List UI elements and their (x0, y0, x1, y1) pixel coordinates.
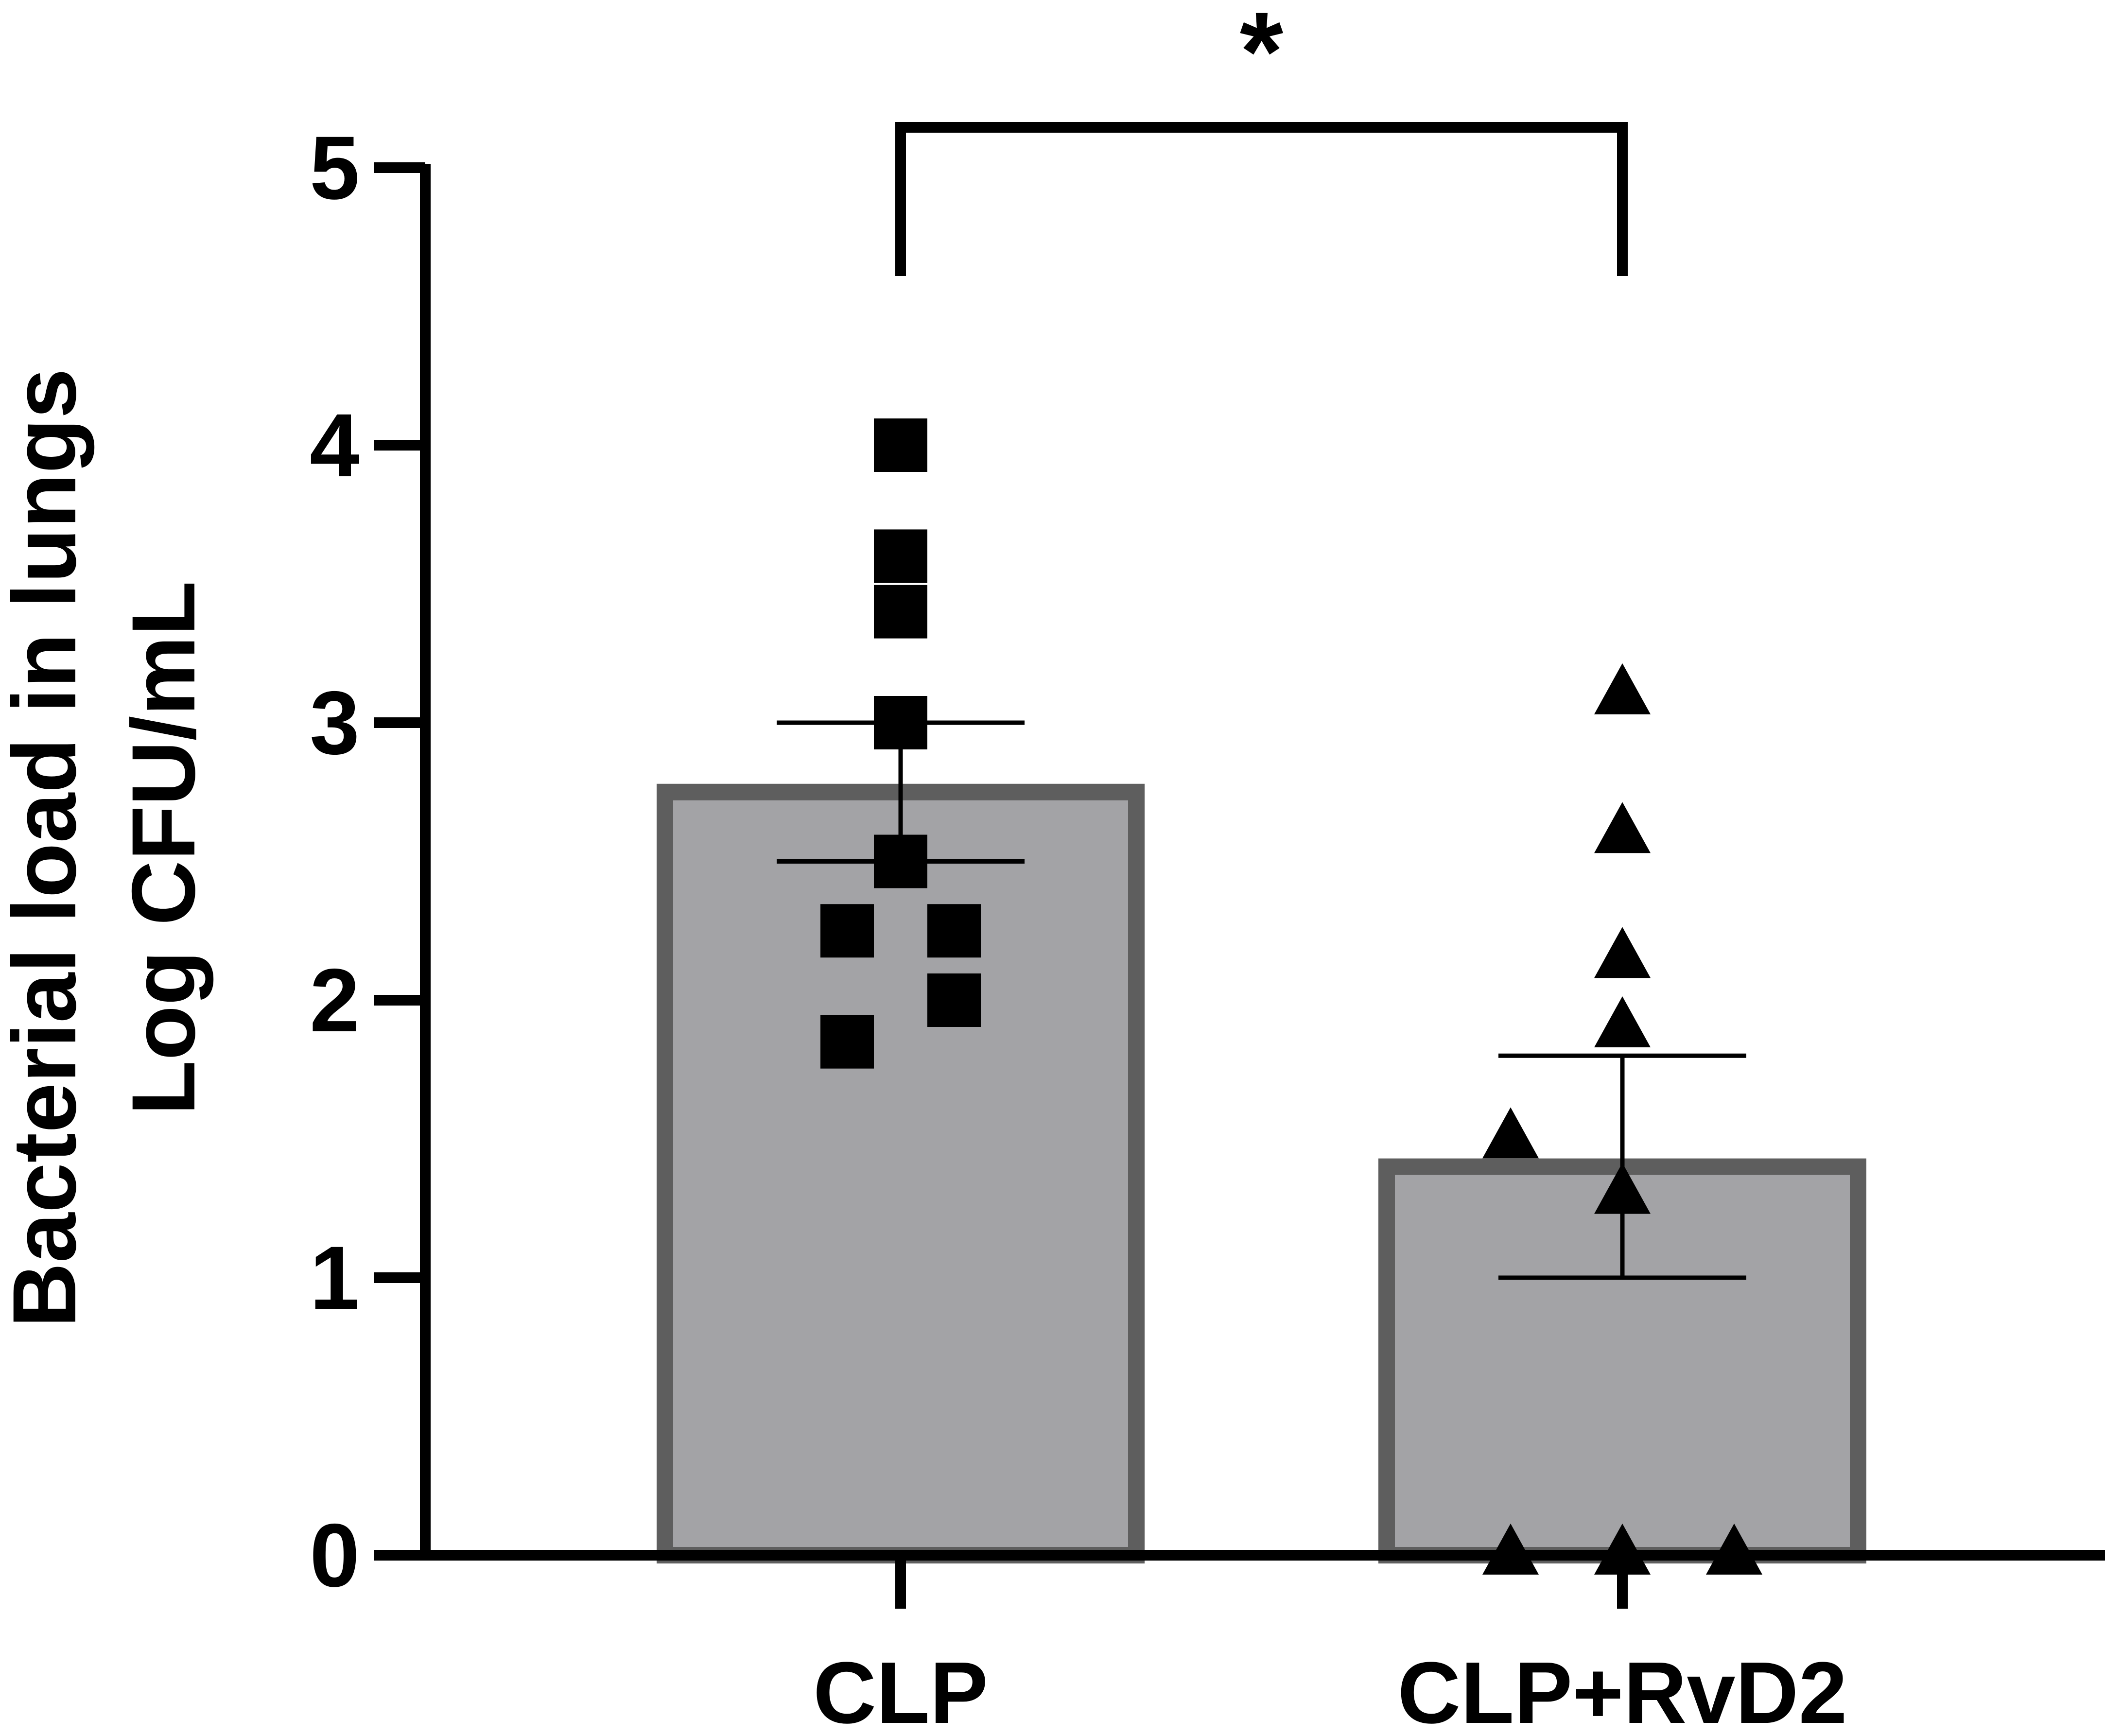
data-point-square (874, 418, 927, 472)
data-point-triangle (1594, 1523, 1651, 1575)
y-axis-title: Bacterial load in lungs Log CFU/mL (0, 368, 214, 1328)
x-tick-label: CLP+RvD2 (1397, 1644, 1847, 1736)
data-point-triangle (1594, 996, 1651, 1047)
y-tick-label: 2 (310, 951, 360, 1051)
x-tick-label: CLP (813, 1644, 988, 1736)
significance-label: * (1240, 0, 1284, 114)
y-axis-title-line-1: Bacterial load in lungs (0, 368, 95, 1328)
data-point-square (874, 529, 927, 583)
data-point-triangle (1594, 1163, 1651, 1214)
y-tick-label: 4 (310, 396, 360, 496)
data-point-square (927, 973, 981, 1027)
data-point-triangle (1706, 1523, 1762, 1575)
data-point-triangle (1482, 1107, 1539, 1159)
significance-bracket (895, 122, 1628, 276)
data-point-square (820, 1015, 874, 1069)
data-point-triangle (1594, 927, 1651, 978)
data-point-triangle (1594, 663, 1651, 714)
y-axis-title-line-2: Log CFU/mL (114, 581, 214, 1115)
data-point-square (820, 904, 874, 958)
data-point-square (874, 834, 927, 888)
y-tick-label: 5 (310, 118, 360, 218)
y-tick-label: 1 (310, 1228, 360, 1328)
bar-clp (657, 783, 1145, 1563)
data-point-square (927, 904, 981, 958)
data-point-square (874, 585, 927, 639)
plot-area: 0 1 2 3 4 5 CLP CLP+RvD2 * (310, 0, 2105, 1736)
y-tick-label: 0 (310, 1506, 360, 1606)
data-point-triangle (1594, 802, 1651, 853)
y-tick-label: 3 (310, 673, 360, 773)
data-point-triangle (1482, 1523, 1539, 1575)
data-point-square (874, 696, 927, 749)
